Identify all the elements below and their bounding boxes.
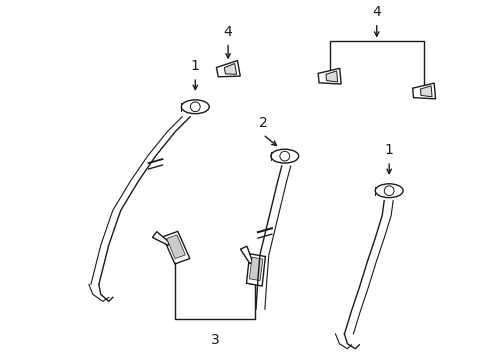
Polygon shape — [166, 235, 185, 258]
Polygon shape — [325, 71, 337, 82]
Text: 3: 3 — [210, 333, 219, 347]
Text: 4: 4 — [371, 5, 380, 19]
Polygon shape — [152, 231, 168, 246]
Polygon shape — [224, 63, 236, 75]
Text: 1: 1 — [190, 59, 199, 73]
Polygon shape — [246, 254, 265, 286]
Polygon shape — [318, 68, 341, 84]
Polygon shape — [249, 257, 263, 281]
Polygon shape — [240, 246, 252, 264]
Text: 2: 2 — [258, 117, 267, 130]
Text: 1: 1 — [384, 143, 393, 157]
Polygon shape — [216, 60, 240, 77]
Polygon shape — [420, 86, 431, 97]
Text: 4: 4 — [224, 24, 232, 39]
Polygon shape — [412, 83, 435, 99]
Polygon shape — [163, 231, 189, 264]
